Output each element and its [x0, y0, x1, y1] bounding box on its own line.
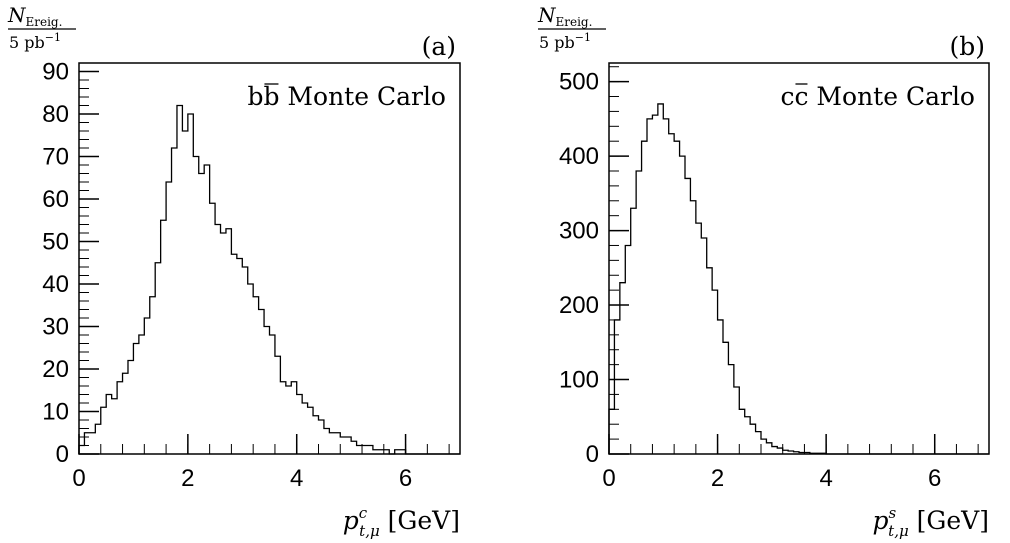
panel-label: (a) — [422, 32, 456, 61]
y-tick-label: 30 — [42, 314, 69, 341]
x-tick-label: 4 — [290, 465, 303, 492]
y-tick-label: 300 — [559, 218, 599, 245]
x-axis-label: ps t,μ [GeV] — [872, 504, 989, 540]
y-tick-label: 10 — [42, 399, 69, 426]
histogram-series — [78, 104, 460, 455]
x-tick-label: 0 — [602, 465, 615, 492]
y-tick-label: 20 — [42, 356, 69, 383]
y-axis-label: NEreig.5 pb−1 — [7, 3, 76, 52]
x-tick-label: 4 — [819, 465, 832, 492]
y-tick-label: 40 — [42, 271, 69, 298]
y-tick-label: 500 — [559, 69, 599, 96]
y-tick-label: 0 — [586, 441, 599, 468]
y-label-numerator: NEreig. — [537, 3, 592, 29]
y-tick-label: 70 — [42, 144, 69, 171]
y-tick-label: 100 — [559, 367, 599, 394]
x-tick-label: 6 — [928, 465, 941, 492]
plot-frame — [78, 62, 461, 455]
panel-b: 0 100 200 300 400 500 0 2 4 6 NEreig.5 pb−1 (b) cc M… — [537, 3, 990, 540]
y-label-numerator: NEreig. — [7, 3, 62, 29]
panel-label: (b) — [949, 32, 985, 61]
y-tick-label: 0 — [56, 441, 69, 468]
y-axis-label: NEreig.5 pb−1 — [537, 3, 606, 52]
y-tick-label: 90 — [42, 59, 69, 86]
x-tick-label: 0 — [72, 465, 85, 492]
y-tick-label: 60 — [42, 186, 69, 213]
x-tick-label: 2 — [181, 465, 194, 492]
y-tick-label: 50 — [42, 229, 69, 256]
monte-carlo-annotation: bb Monte Carlo — [247, 82, 446, 111]
histogram-series — [608, 103, 989, 455]
panel-a: 0 10 20 30 40 50 60 70 80 90 0 2 4 6 NEreig.5 pb−1 (a) b… — [7, 3, 461, 540]
y-tick-label: 80 — [42, 101, 69, 128]
y-tick-label: 200 — [559, 292, 599, 319]
y-label-denominator: 5 pb−1 — [9, 31, 61, 52]
x-tick-label: 6 — [399, 465, 412, 492]
monte-carlo-annotation: cc Monte Carlo — [780, 82, 975, 111]
y-tick-label: 400 — [559, 143, 599, 170]
plot-frame — [608, 62, 990, 455]
x-axis-label: pc t,μ [GeV] — [343, 504, 460, 540]
x-tick-label: 2 — [711, 465, 724, 492]
y-label-denominator: 5 pb−1 — [539, 31, 591, 52]
